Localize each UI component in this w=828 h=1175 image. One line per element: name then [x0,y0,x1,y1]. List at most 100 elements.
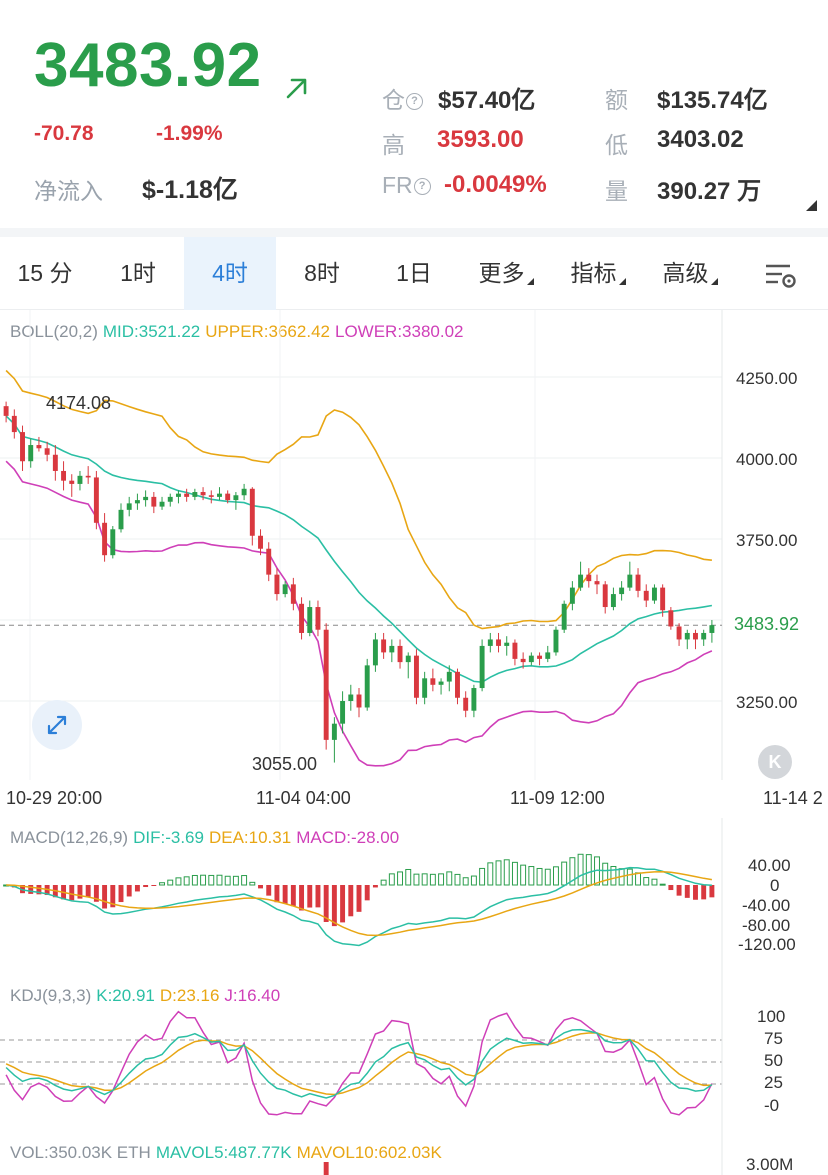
tab-8h[interactable]: 8时 [304,260,340,286]
netflow-label: 净流入 [34,178,103,204]
expand-stats-icon[interactable] [806,200,817,211]
macd-bar [693,885,698,900]
macd-bar [241,875,248,886]
candle-body [496,639,501,646]
macd-bar [151,885,157,886]
tab-indicators[interactable]: 指标 [552,237,644,310]
candle-body [3,406,9,416]
tab-1d[interactable]: 1日 [396,260,432,286]
candle-body [561,603,567,630]
tab-more[interactable]: 更多 [460,237,552,310]
macd-bar [585,854,592,886]
candle-body [93,477,99,523]
candle-body [77,475,83,484]
candle-body [684,632,690,640]
candle-body [134,500,140,504]
tab-4h[interactable]: 4时 [184,237,276,310]
volume-chart [323,1134,723,1175]
candle-body [233,495,239,501]
macd-bar [388,873,395,886]
candle-body [651,587,657,601]
candle-body [520,658,526,663]
high-value: 3593.00 [437,126,524,153]
fullscreen-button[interactable] [32,700,82,750]
boll-mid-line [5,415,713,684]
macd-bar [159,882,165,886]
candle-body [602,584,608,608]
candle-body [372,639,378,666]
candle-body [274,574,280,595]
candle-body [266,548,272,575]
candle-body [586,574,592,582]
chart-settings-icon[interactable] [764,262,798,290]
candle-body [151,496,157,507]
kdj-axis-tick: 25 [764,1073,783,1092]
candle-body [225,493,231,501]
time-axis-tick: 11-14 2 [763,788,823,808]
macd-bar [397,871,403,886]
macd-bar [102,885,108,909]
macd-bar [143,885,149,888]
macd-dif: DIF:-3.69 [133,828,204,847]
candle-body [422,678,428,698]
tab-15m[interactable]: 15 分 [17,260,73,286]
macd-bar [167,879,174,886]
macd-bar [36,885,42,895]
price-axis-tick: 3750.00 [736,531,798,550]
macd-axis-tick: -120.00 [738,935,796,954]
up-right-arrow-icon [286,78,307,99]
candlestick-chart[interactable] [0,310,828,780]
macd-bar [536,867,543,886]
macd-bar [470,875,477,886]
candle-body [537,655,543,659]
amount-label: 额 [605,87,628,113]
vol-axis-tick: 3.00M [746,1155,794,1174]
macd-bar [676,885,682,896]
dropdown-icon [526,278,534,285]
candle-body [381,639,387,653]
macd-bar [348,885,354,917]
price-change: -70.78 [34,122,94,145]
macd-bar [323,885,329,922]
candle-body [405,655,411,663]
open-interest-stat[interactable]: 仓? [382,81,423,115]
macd-bar [684,885,690,898]
macd-dea-line [6,871,713,937]
macd-bar [77,885,83,899]
candle-body [619,587,625,595]
candle-body [110,529,116,556]
boll-name: BOLL(20,2) [10,322,98,341]
candle-body [446,671,452,682]
candle-body [217,493,222,497]
macd-name: MACD(12,26,9) [10,828,129,847]
kdj-legend: KDJ(9,3,3) K:20.91 D:23.16 J:16.40 [10,986,285,1006]
macd-bar [503,859,510,886]
candle-body [11,415,17,433]
dropdown-icon [618,278,626,285]
macd-bar [446,871,453,886]
candle-body [126,503,132,510]
time-axis-tick: 10-29 20:00 [6,788,103,808]
macd-bar [266,885,272,896]
macd-bar [511,861,518,886]
macd-bar [413,873,420,886]
kdj-j: J:16.40 [224,986,281,1005]
macd-bar [307,885,313,908]
macd-bar [626,868,633,886]
kdj-axis-tick: 75 [764,1029,783,1048]
k-button[interactable]: K [758,745,792,779]
funding-rate-stat[interactable]: FR? [382,172,431,199]
candle-body [471,688,477,711]
macd-bar [93,885,99,902]
price-axis-tick: 4000.00 [736,450,798,469]
macd-bar [479,867,486,886]
macd-bar [651,878,658,886]
tab-1h[interactable]: 1时 [120,260,156,286]
open-interest-value: $57.40亿 [438,87,536,114]
time-axis-tick: 11-04 04:00 [256,788,351,808]
tab-advanced[interactable]: 高级 [644,237,736,310]
help-icon[interactable]: ? [406,93,423,111]
help-icon[interactable]: ? [413,178,431,196]
candle-body [389,645,395,653]
kdj-name: KDJ(9,3,3) [10,986,92,1005]
